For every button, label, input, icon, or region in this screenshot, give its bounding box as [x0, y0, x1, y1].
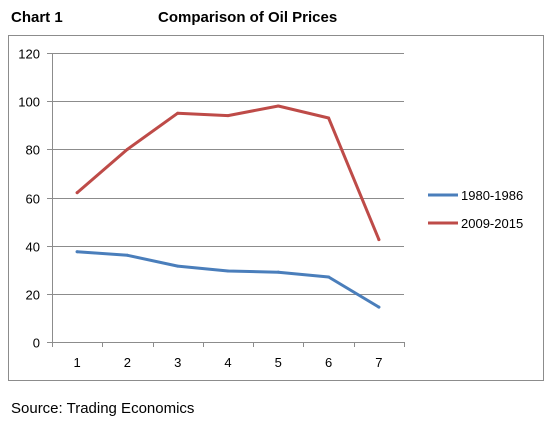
legend-label-2: 2009-2015	[461, 216, 523, 231]
x-tick-label: 4	[224, 355, 231, 370]
data-point	[226, 269, 230, 273]
series-line-1	[75, 250, 381, 309]
data-point	[176, 111, 180, 115]
data-point	[125, 253, 129, 257]
data-point	[276, 270, 280, 274]
x-tick-label: 6	[325, 355, 332, 370]
y-tick-label: 100	[18, 95, 40, 110]
chart-label: Chart 1	[11, 9, 63, 26]
x-tick-label: 5	[275, 355, 282, 370]
data-point	[377, 238, 381, 242]
y-tick-label: 80	[26, 143, 40, 158]
data-point	[327, 275, 331, 279]
chart-frame	[8, 35, 544, 381]
x-tick-label: 2	[124, 355, 131, 370]
data-point	[125, 147, 129, 151]
x-tick-label: 7	[375, 355, 382, 370]
x-tick-label: 3	[174, 355, 181, 370]
data-point	[226, 114, 230, 118]
x-tick-label: 1	[74, 355, 81, 370]
data-point	[75, 250, 79, 254]
series-line-2	[75, 104, 381, 242]
y-tick-label: 120	[18, 47, 40, 62]
source-note: Source: Trading Economics	[11, 400, 195, 417]
y-tick-label: 0	[33, 336, 40, 351]
data-point	[327, 116, 331, 120]
y-tick-label: 20	[26, 288, 40, 303]
data-point	[75, 191, 79, 195]
data-point	[276, 104, 280, 108]
y-tick-label: 60	[26, 192, 40, 207]
legend-label-1: 1980-1986	[461, 188, 523, 203]
chart-title: Comparison of Oil Prices	[158, 9, 338, 26]
data-point	[176, 264, 180, 268]
y-tick-label: 40	[26, 240, 40, 255]
data-point	[377, 305, 381, 309]
